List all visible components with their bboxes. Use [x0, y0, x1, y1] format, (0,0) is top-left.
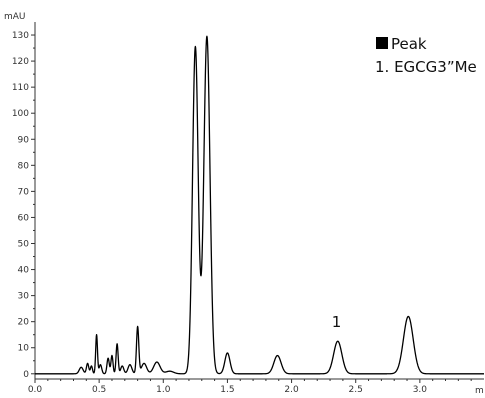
x-tick-label: 1.0	[156, 385, 171, 394]
annotation-layer: 1	[332, 313, 342, 331]
peak-annotation: 1	[332, 313, 342, 331]
y-tick-label: 0	[23, 370, 29, 380]
axes-layer: 0 10 20 30 40 50 60 70 80 90 100 110 120 130 0.0 0.5 1.0…	[12, 22, 484, 395]
x-tick-label: 3.0	[413, 385, 428, 394]
y-tick-label: 40	[18, 266, 30, 276]
x-axis-unit-label: m	[475, 386, 484, 394]
legend: Peak 1. EGCG3”Me	[375, 35, 477, 76]
x-tick-label: 2.5	[349, 385, 363, 394]
x-tick-label: 1.5	[220, 385, 234, 394]
chromatogram-trace	[35, 35, 485, 375]
y-tick-label: 60	[18, 213, 30, 223]
legend-title: Peak	[391, 35, 427, 53]
y-tick-label: 100	[12, 109, 29, 119]
y-tick-label: 10	[18, 344, 30, 354]
y-tick-label: 70	[18, 187, 30, 197]
x-tick-label: 0.0	[28, 385, 43, 394]
legend-entry: 1. EGCG3”Me	[375, 58, 477, 76]
legend-swatch	[376, 37, 388, 49]
y-tick-label: 110	[12, 83, 29, 93]
y-tick-label: 50	[18, 239, 30, 249]
x-tick-label: 2.0	[284, 385, 299, 394]
y-tick-label: 20	[18, 318, 30, 328]
y-tick-label: 30	[18, 292, 30, 302]
y-tick-label: 80	[18, 161, 30, 171]
y-tick-label: 120	[12, 57, 29, 67]
series-layer	[35, 35, 485, 375]
y-axis-unit-label: mAU	[4, 12, 26, 22]
x-tick-label: 0.5	[92, 385, 106, 394]
y-tick-label: 130	[12, 31, 29, 41]
y-tick-label: 90	[18, 135, 30, 145]
